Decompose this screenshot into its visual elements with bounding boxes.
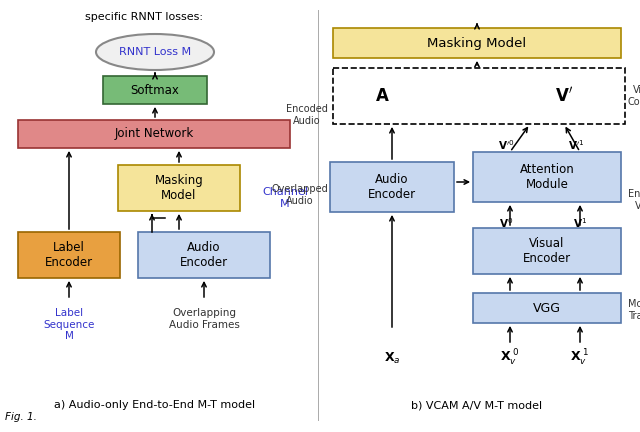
Text: Visual
Encoder: Visual Encoder	[523, 237, 571, 265]
Text: Attention
Module: Attention Module	[520, 163, 574, 191]
Text: $\mathbf{X}_a$: $\mathbf{X}_a$	[384, 350, 400, 365]
FancyBboxPatch shape	[330, 162, 454, 212]
FancyBboxPatch shape	[18, 232, 120, 278]
FancyBboxPatch shape	[118, 165, 240, 211]
Text: Label
Sequence
M: Label Sequence M	[44, 308, 95, 341]
Text: a) Audio-only End-to-End M-T model: a) Audio-only End-to-End M-T model	[54, 400, 255, 410]
FancyBboxPatch shape	[333, 28, 621, 58]
Text: VGG: VGG	[533, 302, 561, 314]
Text: $\mathbf{X}_v^{\ 1}$: $\mathbf{X}_v^{\ 1}$	[570, 348, 589, 368]
Text: Fig. 1.: Fig. 1.	[5, 412, 37, 422]
Text: $\mathbf{V}'^1$: $\mathbf{V}'^1$	[568, 138, 584, 152]
Text: Label
Encoder: Label Encoder	[45, 241, 93, 269]
Text: Encoded
Video: Encoded Video	[628, 189, 640, 211]
Text: $\mathbf{V}'$: $\mathbf{V}'$	[555, 86, 573, 105]
Ellipse shape	[96, 34, 214, 70]
FancyBboxPatch shape	[473, 228, 621, 274]
Text: $\mathbf{V}^1$: $\mathbf{V}^1$	[573, 216, 587, 230]
Text: Softmax: Softmax	[131, 83, 179, 96]
Text: $\mathbf{V}^0$: $\mathbf{V}^0$	[499, 216, 513, 230]
Text: Audio
Encoder: Audio Encoder	[180, 241, 228, 269]
Text: $\mathbf{V}'^0$: $\mathbf{V}'^0$	[498, 138, 515, 152]
Text: RNNT Loss M: RNNT Loss M	[119, 47, 191, 57]
Text: Encoded
Audio: Encoded Audio	[286, 104, 328, 126]
Text: Masking
Model: Masking Model	[155, 174, 204, 202]
FancyBboxPatch shape	[138, 232, 270, 278]
Text: Joint Network: Joint Network	[115, 127, 194, 140]
Text: Channel
M: Channel M	[262, 187, 308, 209]
Text: specific RNNT losses:: specific RNNT losses:	[85, 12, 203, 22]
FancyBboxPatch shape	[103, 76, 207, 104]
Text: Mouth
Tracks: Mouth Tracks	[628, 299, 640, 321]
Text: Visual
Context: Visual Context	[628, 85, 640, 107]
Text: Overlapping
Audio Frames: Overlapping Audio Frames	[168, 308, 239, 330]
Text: Overlapped
Audio: Overlapped Audio	[271, 184, 328, 206]
Text: $\mathbf{A}$: $\mathbf{A}$	[374, 87, 389, 105]
FancyBboxPatch shape	[18, 120, 290, 148]
FancyBboxPatch shape	[473, 152, 621, 202]
Text: Masking Model: Masking Model	[428, 36, 527, 50]
Text: Audio
Encoder: Audio Encoder	[368, 173, 416, 201]
FancyBboxPatch shape	[473, 293, 621, 323]
Text: b) VCAM A/V M-T model: b) VCAM A/V M-T model	[412, 400, 543, 410]
Text: $\mathbf{X}_v^{\ 0}$: $\mathbf{X}_v^{\ 0}$	[500, 348, 520, 368]
